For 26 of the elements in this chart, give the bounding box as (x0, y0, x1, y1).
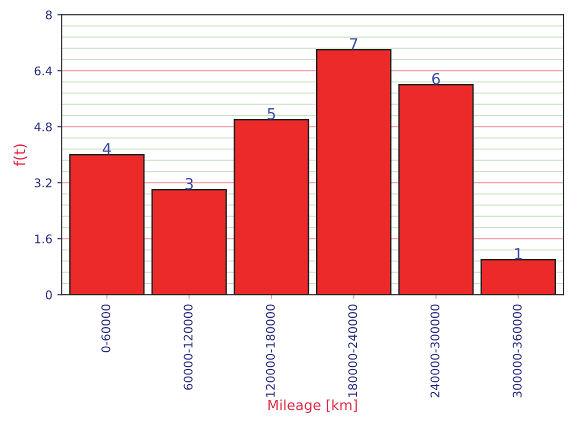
x-axis-title: Mileage [km] (268, 400, 357, 413)
y-axis-title: f(t) (13, 144, 28, 166)
x-tick-label: 120000-180000 (266, 304, 275, 397)
bar (151, 189, 227, 295)
bar (69, 154, 145, 295)
x-tick-label: 180000-240000 (348, 304, 358, 397)
y-tick-label: 4.8 (34, 122, 52, 132)
y-tick-label: 6.4 (34, 66, 52, 76)
x-tick-label: 240000-300000 (430, 304, 440, 398)
data-label: 1 (515, 248, 522, 260)
y-tick-label: 3.2 (34, 178, 52, 188)
bar (234, 119, 310, 295)
data-label: 6 (432, 72, 440, 85)
bar (480, 259, 556, 295)
x-tick-label: 300000-360000 (512, 304, 522, 398)
x-tick-label: 60000-120000 (184, 304, 193, 390)
bar (316, 49, 392, 295)
data-label: 3 (185, 178, 193, 190)
x-tick-label: 0-60000 (101, 304, 110, 352)
data-label: 7 (350, 38, 358, 50)
y-tick-label: 1.6 (35, 234, 52, 244)
y-tick-label: 0 (46, 290, 52, 300)
bar (398, 84, 474, 295)
data-label: 5 (268, 108, 275, 120)
data-label: 4 (102, 143, 111, 154)
y-tick-label: 8 (46, 10, 52, 20)
